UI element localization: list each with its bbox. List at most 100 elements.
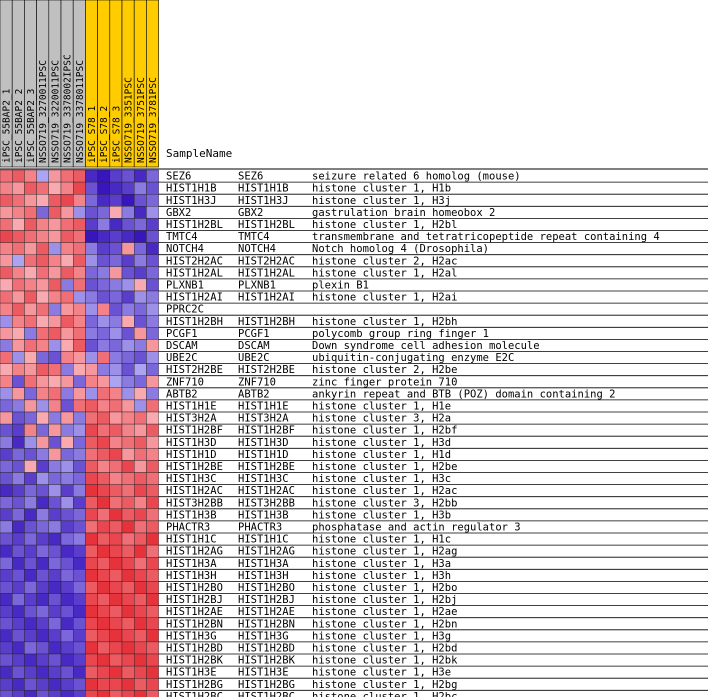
gene-id-label: HIST1H1D	[166, 449, 217, 461]
heatmap-cell	[36, 266, 49, 280]
heatmap-cell	[97, 315, 110, 328]
heatmap-cell	[48, 641, 62, 655]
gene-description-label: zinc finger protein 710	[312, 376, 457, 388]
heatmap-cell	[0, 363, 13, 376]
gene-description-label: ankyrin repeat and BTB (POZ) domain cont…	[312, 388, 615, 400]
heatmap-cell	[109, 508, 123, 522]
heatmap-cell	[109, 436, 123, 449]
heatmap-cell	[48, 399, 62, 413]
heatmap-cell	[60, 557, 74, 570]
gene-description-label: transmembrane and tetratricopeptide repe…	[312, 231, 660, 243]
gene-id-label: HIST1H3J	[166, 195, 217, 207]
heatmap-cell	[97, 169, 110, 183]
gene-id-label: PPRC2C	[166, 304, 204, 316]
heatmap-cell	[133, 448, 147, 461]
heatmap-cell	[60, 181, 74, 195]
heatmap-cell	[0, 230, 13, 243]
heatmap-cell	[109, 375, 123, 389]
heatmap-cell	[133, 593, 147, 606]
heatmap-cell	[11, 593, 25, 606]
heatmap-cell	[146, 520, 159, 534]
gene-symbol-label: ZNF710	[238, 376, 276, 388]
heatmap-cell	[36, 678, 49, 691]
heatmap-cell	[133, 460, 147, 473]
heatmap-cell	[11, 327, 25, 340]
heatmap-cell	[121, 460, 135, 473]
heatmap-cell	[121, 423, 135, 437]
heatmap-cell	[146, 617, 159, 631]
heatmap-cell	[24, 411, 37, 425]
heatmap-cell	[133, 423, 147, 437]
heatmap-cell	[72, 665, 86, 679]
heatmap-cell	[97, 617, 110, 631]
heatmap-cell	[72, 290, 86, 304]
heatmap-cell	[146, 181, 159, 195]
heatmap-cell	[97, 532, 110, 546]
heatmap-cell	[146, 363, 159, 376]
heatmap-cell	[60, 387, 74, 401]
gene-id-label: TMTC4	[166, 231, 198, 243]
heatmap-cell	[60, 617, 74, 631]
heatmap-cell	[97, 665, 110, 679]
heatmap-cell	[60, 653, 74, 667]
heatmap-cell	[36, 387, 49, 401]
sample-name-label: iPSC_S78_1	[87, 106, 98, 163]
heatmap-cell	[72, 544, 86, 558]
heatmap-cell	[0, 242, 13, 255]
gene-id-label: HIST1H3D	[166, 437, 217, 449]
heatmap-cell	[109, 569, 123, 582]
heatmap-cell	[24, 569, 37, 582]
heatmap-cell	[72, 641, 86, 655]
heatmap-cell	[121, 411, 135, 425]
heatmap-cell	[48, 387, 62, 401]
heatmap-cell	[146, 508, 159, 522]
heatmap-cell	[146, 544, 159, 558]
heatmap-cell	[60, 254, 74, 267]
heatmap-cell	[97, 460, 110, 473]
heatmap-cell	[109, 665, 123, 679]
heatmap-cell	[97, 496, 110, 510]
heatmap-cell	[85, 302, 98, 316]
heatmap-cell	[85, 532, 98, 546]
heatmap-cell	[24, 460, 37, 473]
heatmap-cell	[11, 302, 25, 316]
gene-description-label: histone cluster 1, H2bk	[312, 655, 458, 667]
gene-description-label: histone cluster 1, H3h	[312, 570, 451, 582]
gene-symbol-label: HIST1H2BJ	[238, 594, 295, 606]
heatmap-cell	[72, 484, 86, 497]
heatmap-cell	[72, 496, 86, 510]
heatmap-cell	[72, 678, 86, 691]
gene-symbol-label: HIST1H3G	[238, 630, 289, 642]
heatmap-cell	[97, 690, 110, 697]
heatmap-cell	[72, 569, 86, 582]
gene-symbol-label: HIST2H2BE	[238, 364, 295, 376]
heatmap-cell	[48, 581, 62, 594]
heatmap-cell	[48, 181, 62, 195]
gene-id-label: HIST1H2BD	[166, 643, 223, 655]
heatmap-cell	[36, 399, 49, 413]
heatmap-cell	[85, 629, 98, 643]
heatmap-cell	[36, 181, 49, 195]
heatmap-cell	[97, 206, 110, 219]
heatmap-cell	[146, 315, 159, 328]
gene-symbol-label: HIST1H2BC	[238, 691, 295, 697]
heatmap-cell	[146, 230, 159, 243]
heatmap-cell	[85, 278, 98, 292]
gene-symbol-label: DSCAM	[238, 340, 270, 352]
heatmap-cell	[24, 375, 37, 389]
heatmap-cell	[133, 436, 147, 449]
heatmap-cell	[72, 242, 86, 255]
heatmap-cell	[0, 665, 13, 679]
heatmap-cell	[36, 544, 49, 558]
heatmap-cell	[72, 593, 86, 606]
sample-name-label: iPSC_55BAP2_2	[14, 89, 25, 163]
gene-description-label: histone cluster 1, H2ag	[312, 546, 457, 558]
gene-symbol-label: UBE2C	[238, 352, 270, 364]
heatmap-cell	[0, 315, 13, 328]
gene-description-label: Notch homolog 4 (Drosophila)	[312, 243, 489, 255]
heatmap-cell	[121, 557, 135, 570]
heatmap-cell	[60, 423, 74, 437]
heatmap-cell	[133, 605, 147, 618]
heatmap-cell	[72, 520, 86, 534]
sample-name-label: NSSO719_3751PSC	[136, 77, 147, 163]
